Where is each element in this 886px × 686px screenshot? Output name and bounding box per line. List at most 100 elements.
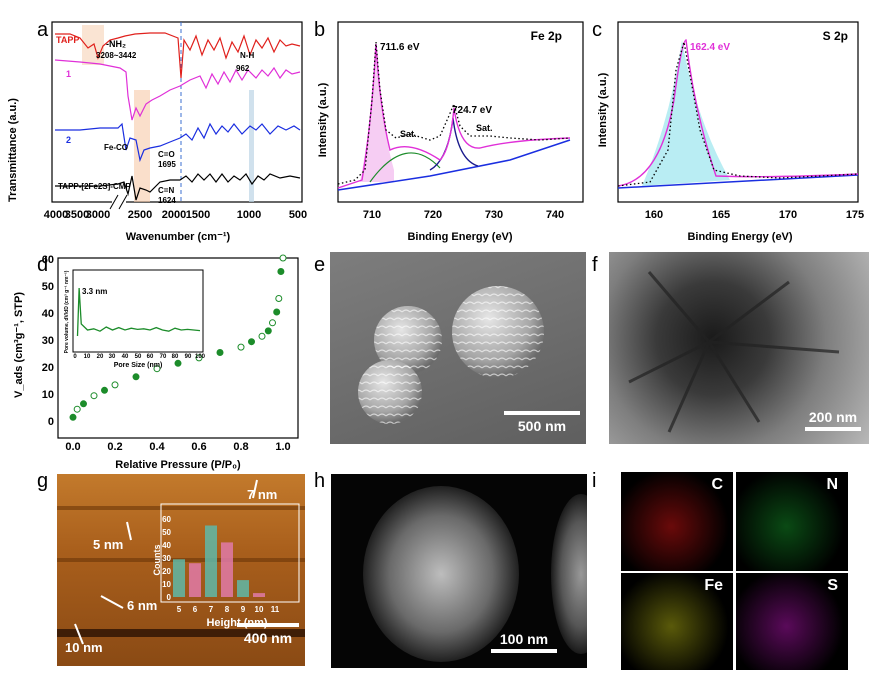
haadf-particle xyxy=(551,494,587,654)
iso-ytick: 40 xyxy=(42,308,54,320)
hist-ytick: 50 xyxy=(162,528,171,537)
haadf-scale-label: 100 nm xyxy=(499,631,549,647)
afm-height-label: 6 nm xyxy=(127,598,157,613)
inset-xtick: 30 xyxy=(109,354,116,360)
inset-xtick: 50 xyxy=(135,354,142,360)
tem-image: 200 nm xyxy=(609,252,869,444)
isotherm-point xyxy=(80,400,87,408)
inset-xtick: 40 xyxy=(122,354,129,360)
isotherm-point xyxy=(258,332,266,340)
sem-image: 500 nm xyxy=(330,252,586,444)
histogram-bar xyxy=(221,542,233,597)
haadf-scale-bar: 100 nm xyxy=(491,631,557,656)
isotherm-point xyxy=(275,295,283,302)
fe2p-peak2-label: 724.7 eV xyxy=(452,105,492,116)
inset-xtick: 10 xyxy=(84,354,91,360)
panel-label-i: i xyxy=(592,470,597,492)
isotherm-point xyxy=(101,386,108,394)
s2p-xtick: 175 xyxy=(846,209,864,221)
panel-label-c: c xyxy=(592,19,602,41)
eds-map-s: S xyxy=(736,573,848,670)
eds-label-s: S xyxy=(827,577,838,594)
s2p-xtick: 165 xyxy=(712,209,730,221)
panel-label-e: e xyxy=(314,254,326,276)
afm-scale-bar: 400 nm xyxy=(237,623,299,646)
fe2p-peak1-label: 711.6 eV xyxy=(380,42,420,53)
inset-xtick: 100 xyxy=(195,354,206,360)
hist-xtick: 9 xyxy=(241,605,246,614)
iso-xtick: 0.4 xyxy=(149,441,165,453)
isotherm-point xyxy=(237,343,245,351)
iso-xtick: 0.0 xyxy=(65,441,80,453)
afm-scale-label: 400 nm xyxy=(243,630,293,646)
ftir-xtick: 3500 xyxy=(65,209,89,221)
eds-label-fe: Fe xyxy=(704,577,723,594)
fe2p-title: Fe 2p xyxy=(531,29,562,43)
ftir-chart: Transmittance (a.u.) TAPP 1 2 TAPP-[2Fe2… xyxy=(7,21,307,243)
histogram-bar xyxy=(237,580,249,597)
inset-xtick: 20 xyxy=(97,354,104,360)
s2p-baseline xyxy=(617,174,859,189)
ftir-x-label: Wavenumber (cm⁻¹) xyxy=(126,231,231,243)
eds-map-fe: Fe xyxy=(621,573,733,670)
hist-xtick: 10 xyxy=(255,605,264,614)
panel-label-g: g xyxy=(37,470,49,492)
hist-xtick: 8 xyxy=(225,605,230,614)
ftir-xtick: 1000 xyxy=(237,209,261,221)
ftir-curve-tapp-2fe2s-cmp xyxy=(55,173,301,201)
hist-xtick: 5 xyxy=(177,605,182,614)
ftir-xtick: 4000 xyxy=(44,209,68,221)
ftir-curve-tapp xyxy=(55,32,301,79)
hist-y-label: Counts xyxy=(152,545,162,576)
iso-ytick: 60 xyxy=(42,254,54,266)
iso-ytick: 30 xyxy=(42,335,54,347)
sem-scale-label: 500 nm xyxy=(517,418,567,434)
ftir-xtick: 500 xyxy=(289,209,307,221)
ftir-curve-1 xyxy=(54,59,301,121)
hist-ytick: 40 xyxy=(162,541,171,550)
ftir-label-tapp: TAPP xyxy=(56,35,79,45)
panel-label-h: h xyxy=(314,470,326,492)
fe2p-xtick: 740 xyxy=(546,209,564,221)
s2p-x-label: Binding Energy (eV) xyxy=(687,231,792,243)
hist-ytick: 60 xyxy=(162,515,171,524)
ftir-ann-nh2: -NH₂ xyxy=(106,39,126,49)
panel-label-b: b xyxy=(314,19,326,41)
fe2p-xtick: 710 xyxy=(363,209,381,221)
inset-xtick: 0 xyxy=(73,354,77,360)
histogram-bar xyxy=(189,563,201,597)
haadf-particle xyxy=(363,486,519,662)
iso-ytick: 20 xyxy=(42,362,54,374)
ftir-xtick: 1500 xyxy=(186,209,210,221)
isotherm-point xyxy=(195,354,203,362)
ftir-ann-cn: C=N xyxy=(158,186,174,195)
isotherm-point xyxy=(90,392,98,400)
isotherm-point xyxy=(132,373,140,381)
xps-fe2p-chart: Intensity (a.u.) Fe 2p 711.6 eV 724.7 eV… xyxy=(317,21,584,243)
ftir-y-label: Transmittance (a.u.) xyxy=(7,98,19,202)
isotherm-point xyxy=(277,268,285,275)
hist-xtick: 6 xyxy=(193,605,198,614)
eds-map-c: C xyxy=(621,472,733,571)
ftir-label-1: 1 xyxy=(66,69,71,79)
isotherm-point xyxy=(73,405,81,413)
s2p-peak-fill xyxy=(642,40,730,186)
fe2p-baseline xyxy=(337,139,571,191)
tem-scale-bar: 200 nm xyxy=(805,409,861,434)
isotherm-point xyxy=(174,359,182,367)
fe2p-data xyxy=(337,41,571,185)
iso-ytick: 50 xyxy=(42,281,54,293)
panel-label-a: a xyxy=(37,19,49,41)
afm-image: 7 nm 5 nm 6 nm 10 nm 0 10 20 30 40 50 60… xyxy=(57,474,305,666)
isotherm-chart: V_ads (cm³g⁻¹, STP) 0 10 20 30 40 50 60 … xyxy=(13,254,299,471)
s2p-y-label: Intensity (a.u.) xyxy=(597,72,609,147)
fe2p-peak1-fill xyxy=(360,48,394,182)
s2p-title: S 2p xyxy=(823,29,848,43)
isotherm-point xyxy=(269,319,276,327)
hist-ytick: 10 xyxy=(162,580,171,589)
isotherm-point xyxy=(273,308,281,316)
isotherm-point xyxy=(264,327,272,335)
eds-label-c: C xyxy=(711,476,723,493)
ftir-ann-cn-val: 1624 xyxy=(158,196,176,205)
iso-ytick: 0 xyxy=(48,416,54,428)
